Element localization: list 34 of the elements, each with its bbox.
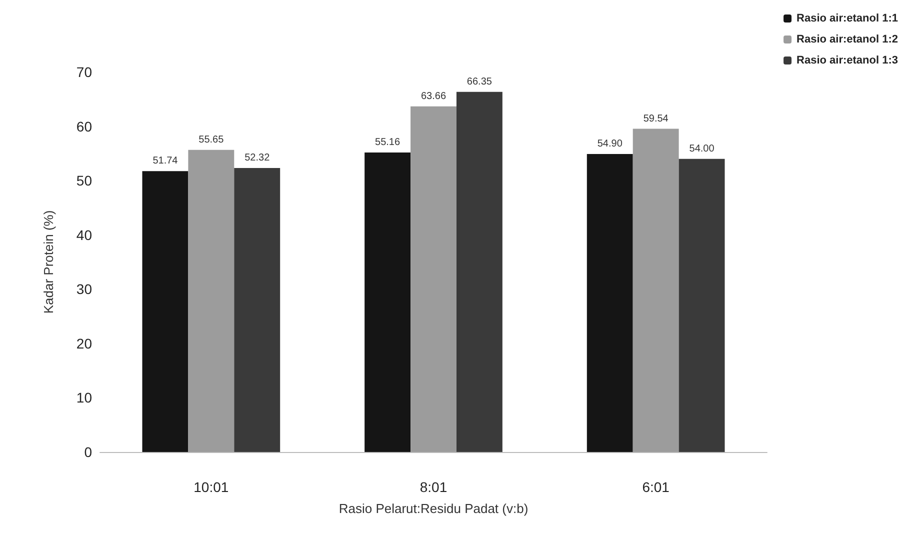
data-label: 52.32	[244, 152, 270, 164]
y-tick-label: 70	[76, 64, 92, 80]
bar	[632, 128, 679, 452]
data-label: 54.00	[689, 143, 715, 154]
data-label: 66.35	[466, 76, 492, 88]
y-tick-label: 0	[84, 444, 92, 460]
data-label: 51.74	[152, 156, 178, 167]
bar	[234, 168, 280, 452]
data-label: 55.16	[375, 137, 400, 148]
bar	[456, 92, 502, 452]
y-tick-label: 20	[76, 335, 92, 352]
data-label: 54.90	[597, 138, 623, 150]
bar	[586, 154, 633, 452]
x-tick-label: 10:01	[194, 479, 229, 495]
legend-label: Rasio air:etanol 1:3	[796, 54, 898, 66]
y-tick-label: 60	[76, 118, 92, 134]
data-label: 55.65	[198, 134, 224, 146]
legend-label: Rasio air:etanol 1:1	[796, 12, 898, 24]
y-axis-title: Kadar Protein (%)	[41, 210, 56, 314]
bar	[364, 152, 411, 452]
x-axis-title: Rasio Pelarut:Residu Padat (v:b)	[338, 501, 528, 516]
x-tick-label: 6:01	[642, 479, 670, 495]
bar	[142, 171, 188, 452]
bar	[188, 150, 234, 452]
y-tick-label: 40	[76, 226, 92, 243]
data-label: 59.54	[643, 113, 669, 124]
data-label: 63.66	[420, 90, 446, 102]
legend-label: Rasio air:etanol 1:2	[796, 34, 898, 46]
x-tick-label: 8:01	[420, 479, 448, 495]
bar	[410, 106, 456, 452]
bar	[678, 158, 725, 452]
y-tick-label: 50	[76, 172, 92, 189]
y-tick-label: 30	[76, 281, 92, 298]
y-tick-label: 10	[76, 390, 92, 406]
